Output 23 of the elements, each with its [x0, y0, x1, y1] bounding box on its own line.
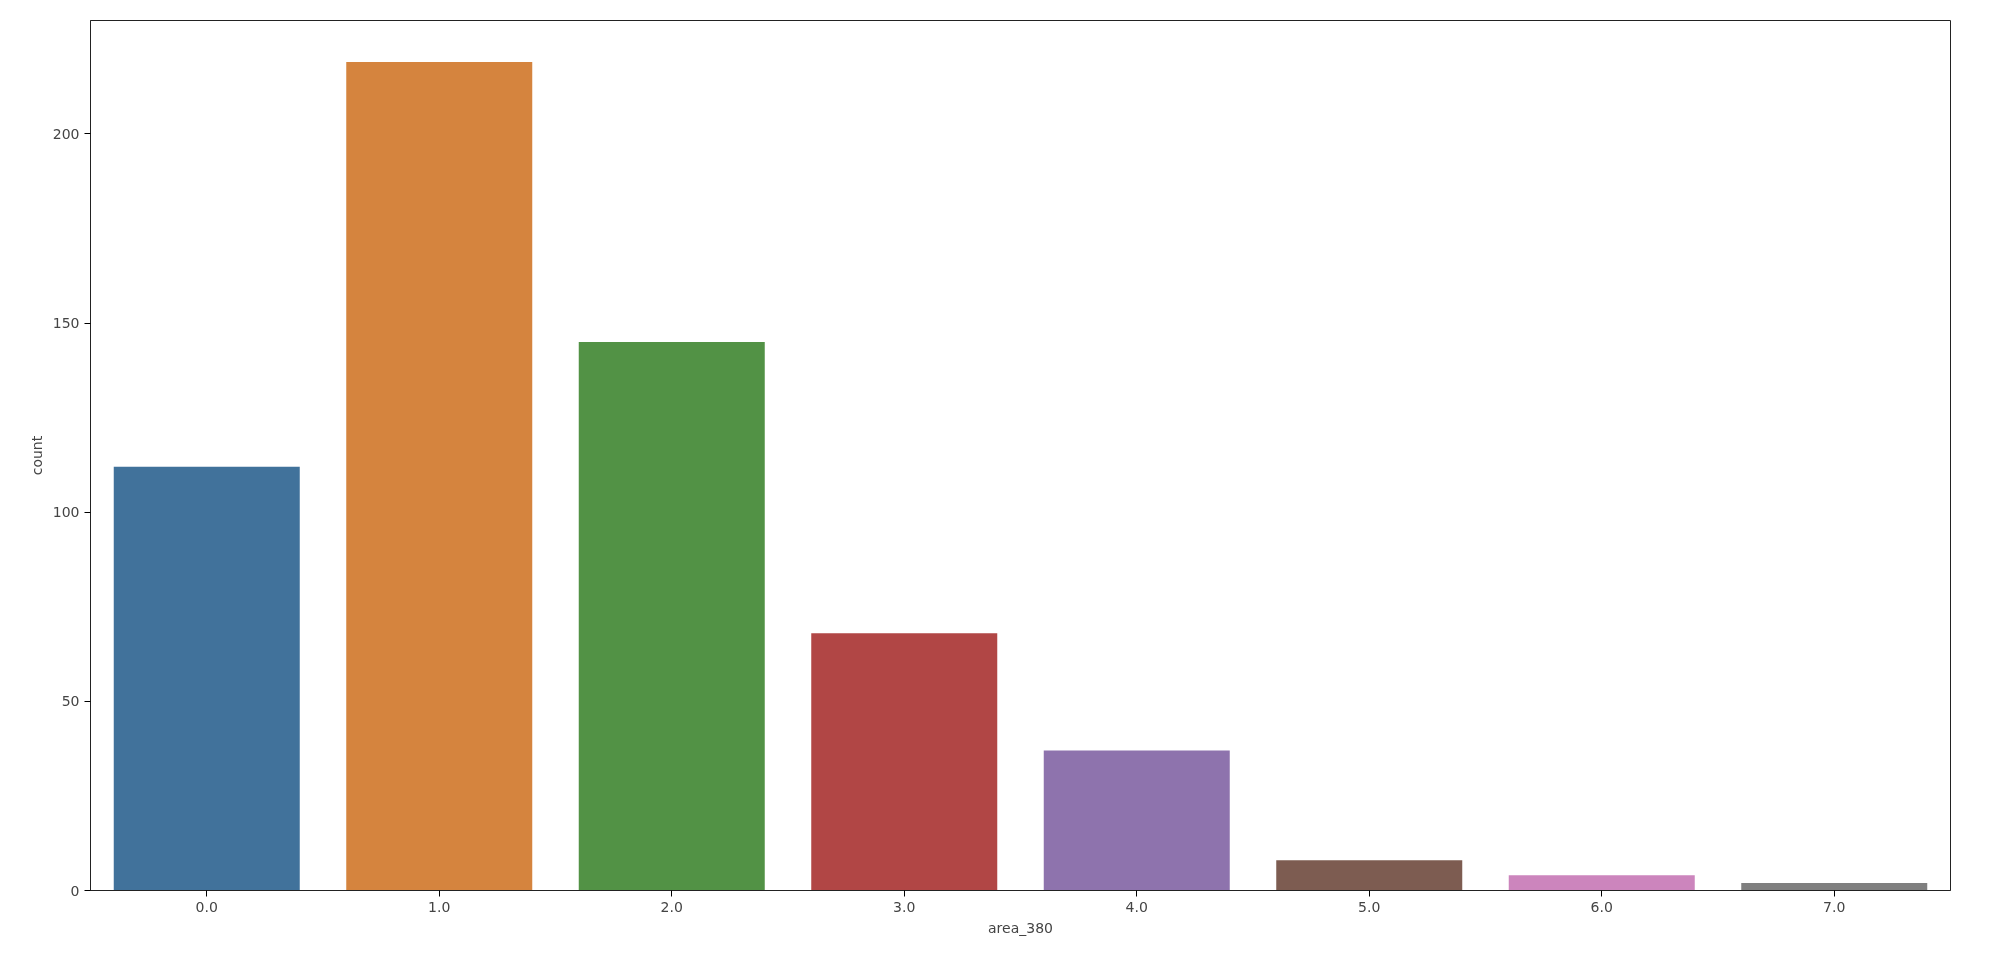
- x-tick-label: 7.0: [1823, 898, 1846, 915]
- x-tick-label: 3.0: [893, 898, 916, 915]
- y-tick-label: 50: [61, 693, 80, 710]
- y-axis-title: count: [28, 435, 45, 476]
- bar: [346, 62, 533, 891]
- bar: [1276, 860, 1463, 891]
- x-tick-label: 2.0: [660, 898, 683, 915]
- x-tick-label: 6.0: [1590, 898, 1613, 915]
- y-tick-label: 200: [52, 125, 80, 142]
- bar: [1043, 750, 1230, 891]
- x-tick-label: 4.0: [1125, 898, 1148, 915]
- x-tick-label: 5.0: [1358, 898, 1381, 915]
- y-tick-label: 100: [52, 504, 80, 521]
- bar: [811, 633, 998, 891]
- x-tick-label: 0.0: [195, 898, 218, 915]
- y-tick-label: 150: [52, 315, 80, 332]
- bar: [1508, 875, 1695, 891]
- bar: [578, 342, 765, 891]
- x-tick-label: 1.0: [428, 898, 451, 915]
- bar: [1741, 882, 1928, 891]
- bar: [113, 466, 300, 891]
- x-axis-title: area_380: [988, 919, 1053, 936]
- y-tick-label: 0: [70, 882, 80, 899]
